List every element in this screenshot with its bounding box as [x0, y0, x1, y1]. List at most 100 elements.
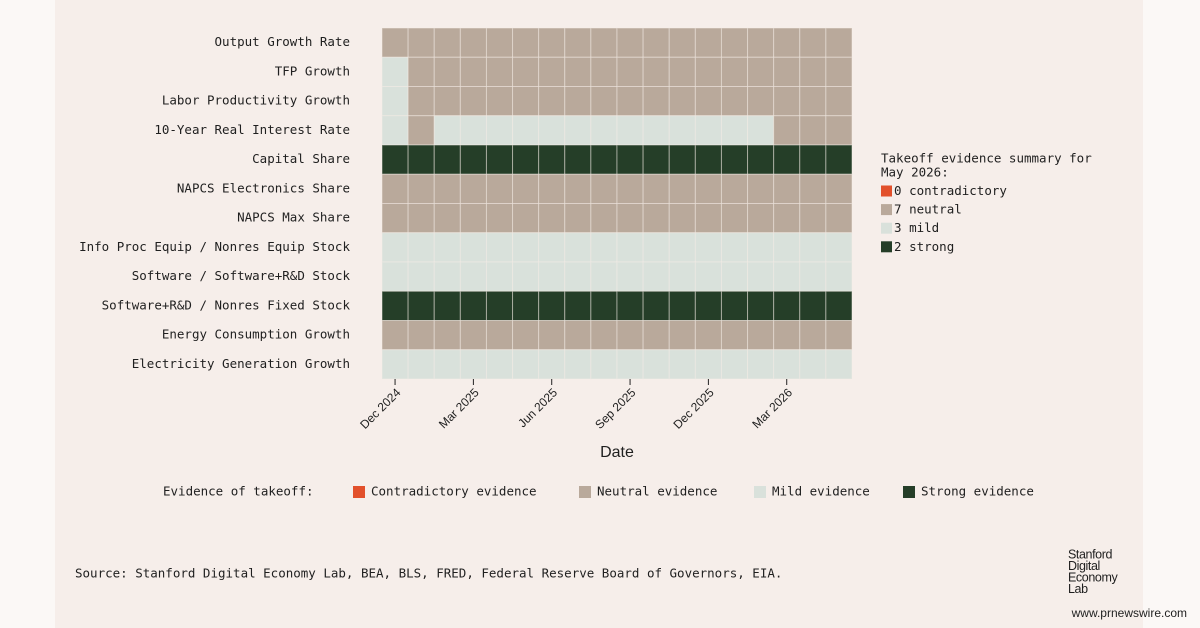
cell	[668, 27, 696, 58]
cell	[616, 86, 644, 117]
cell	[747, 115, 775, 146]
cell	[564, 261, 592, 292]
cell	[538, 144, 566, 175]
cell	[694, 56, 722, 87]
cell	[668, 56, 696, 87]
source: Source: Stanford Digital Economy Lab, BE…	[75, 566, 782, 581]
cell	[616, 27, 644, 58]
cell	[694, 349, 722, 380]
cell	[381, 173, 409, 204]
cell	[747, 232, 775, 263]
legend-label: Neutral evidence	[597, 484, 717, 499]
cell	[616, 144, 644, 175]
cell	[433, 261, 461, 292]
cell	[825, 290, 853, 321]
cell	[407, 144, 435, 175]
cell	[590, 144, 618, 175]
cell	[799, 144, 827, 175]
cell	[538, 56, 566, 87]
cell	[642, 86, 670, 117]
cell	[616, 203, 644, 234]
cell	[720, 232, 749, 263]
cell	[564, 27, 592, 58]
cell	[459, 115, 487, 146]
cell	[407, 56, 435, 87]
cell	[485, 56, 514, 87]
cell	[747, 320, 775, 351]
cell	[590, 115, 618, 146]
summary-count: 7	[894, 201, 902, 216]
summary-entry: 0 contradictory	[894, 183, 1007, 198]
cell	[642, 320, 670, 351]
cell	[381, 349, 409, 380]
cell	[720, 115, 749, 146]
cell	[747, 86, 775, 117]
cell	[825, 27, 853, 58]
cell	[538, 232, 566, 263]
cell	[694, 173, 722, 204]
legend-label: Contradictory evidence	[371, 484, 537, 499]
summary-swatch	[881, 185, 892, 197]
cell	[825, 86, 853, 117]
cell	[642, 349, 670, 380]
cell	[773, 290, 801, 321]
cell	[538, 173, 566, 204]
cell	[616, 261, 644, 292]
cell	[512, 290, 540, 321]
cell	[485, 232, 514, 263]
cell	[720, 203, 749, 234]
cell	[407, 115, 435, 146]
row-label: Energy Consumption Growth	[162, 327, 350, 342]
cell	[459, 261, 487, 292]
cell	[512, 261, 540, 292]
cell	[642, 261, 670, 292]
cell	[407, 290, 435, 321]
cell	[538, 349, 566, 380]
cell	[799, 261, 827, 292]
cell	[459, 27, 487, 58]
logo-text: Lab	[1068, 582, 1088, 596]
cell	[459, 349, 487, 380]
logo-text: Stanford	[1068, 547, 1113, 561]
cell	[590, 173, 618, 204]
cell	[564, 115, 592, 146]
x-axis-label: Date	[600, 444, 634, 461]
cell	[433, 349, 461, 380]
summary-swatch	[881, 204, 892, 216]
legend-title: Evidence of takeoff:	[163, 484, 314, 499]
cell	[694, 261, 722, 292]
cell	[590, 86, 618, 117]
cell	[799, 115, 827, 146]
cell	[433, 86, 461, 117]
cell	[773, 56, 801, 87]
cell	[773, 144, 801, 175]
cell	[668, 203, 696, 234]
cell	[485, 290, 514, 321]
cell	[616, 115, 644, 146]
cell	[773, 27, 801, 58]
logo-text: Digital	[1068, 559, 1100, 573]
cell	[616, 320, 644, 351]
cell	[720, 56, 749, 87]
cell	[642, 144, 670, 175]
summary-count: 0	[894, 183, 902, 198]
legend-label: Strong evidence	[921, 484, 1034, 499]
cell	[773, 320, 801, 351]
cell	[538, 261, 566, 292]
cell	[459, 56, 487, 87]
cell	[512, 115, 540, 146]
cell	[799, 56, 827, 87]
cell	[407, 261, 435, 292]
legend-label: Mild evidence	[772, 484, 870, 499]
cell	[564, 349, 592, 380]
row-label: Labor Productivity Growth	[162, 93, 350, 108]
cell	[433, 173, 461, 204]
cell	[825, 320, 853, 351]
cell	[825, 203, 853, 234]
cell	[773, 261, 801, 292]
cell	[512, 320, 540, 351]
cell	[407, 320, 435, 351]
cell	[616, 290, 644, 321]
cell	[747, 349, 775, 380]
